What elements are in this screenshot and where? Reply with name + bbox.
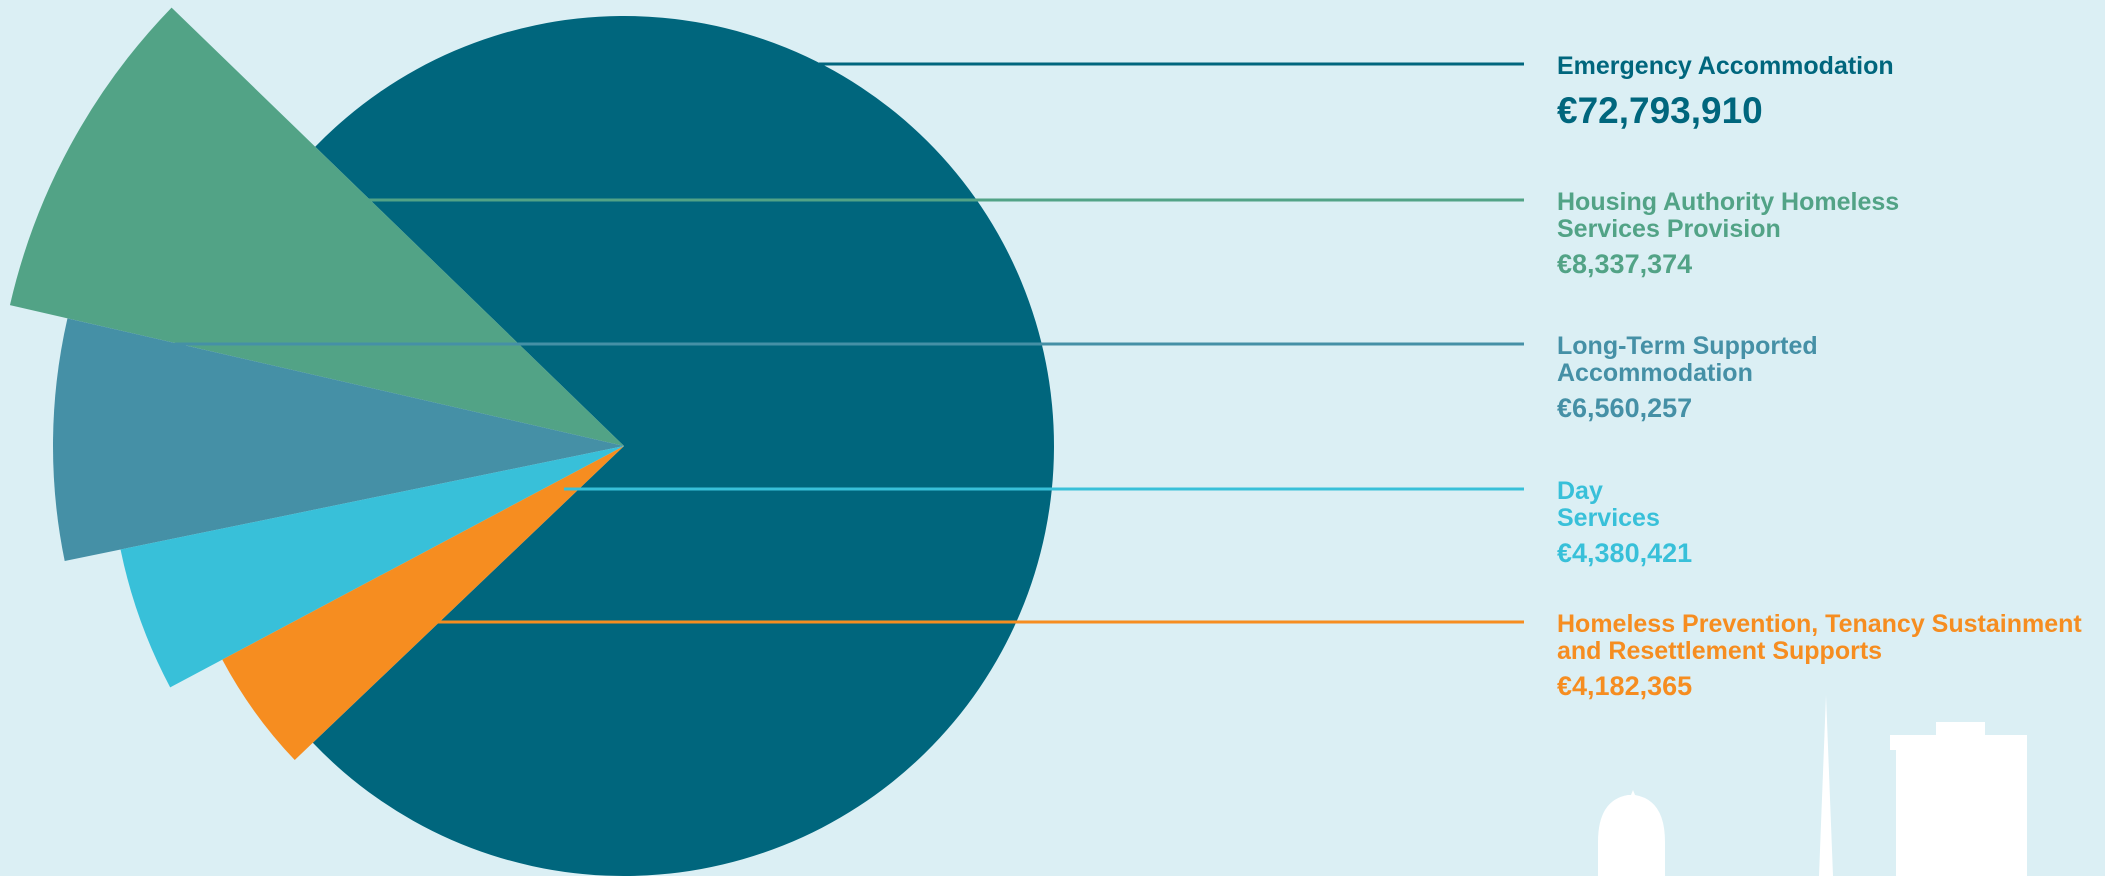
dome xyxy=(1598,790,1665,876)
legend-entry: Homeless Prevention, Tenancy Sustainment… xyxy=(1557,611,2105,702)
value-label: €6,560,257 xyxy=(1557,393,1693,423)
pie-slice xyxy=(120,446,624,688)
category-label: Emergency Accommodation xyxy=(1557,52,1894,80)
legend-entry: Day Services €4,380,421 xyxy=(1557,478,1692,569)
value-label: €8,337,374 xyxy=(1557,249,1693,279)
value-label: €4,182,365 xyxy=(1557,671,1693,701)
skyline xyxy=(1598,695,2027,876)
value-label: €72,793,910 xyxy=(1557,90,1763,131)
pie-slice xyxy=(9,7,624,446)
pie-slice xyxy=(222,446,624,761)
category-label: Day Services xyxy=(1557,477,1660,532)
category-label: Housing Authority Homeless Services Prov… xyxy=(1557,188,1900,243)
category-label: Long-Term Supported Accommodation xyxy=(1557,332,1818,387)
legend-entry: Housing Authority Homeless Services Prov… xyxy=(1557,189,1967,280)
spire xyxy=(1819,695,1833,876)
legend-entry: Emergency Accommodation €72,793,910 xyxy=(1557,53,2105,132)
building xyxy=(1890,722,2027,876)
category-label: Homeless Prevention, Tenancy Sustainment… xyxy=(1557,610,2082,665)
pie-slice xyxy=(312,15,1054,876)
pie-slice xyxy=(52,318,624,561)
legend-entry: Long-Term Supported Accommodation €6,560,… xyxy=(1557,333,1867,424)
value-label: €4,380,421 xyxy=(1557,538,1693,568)
